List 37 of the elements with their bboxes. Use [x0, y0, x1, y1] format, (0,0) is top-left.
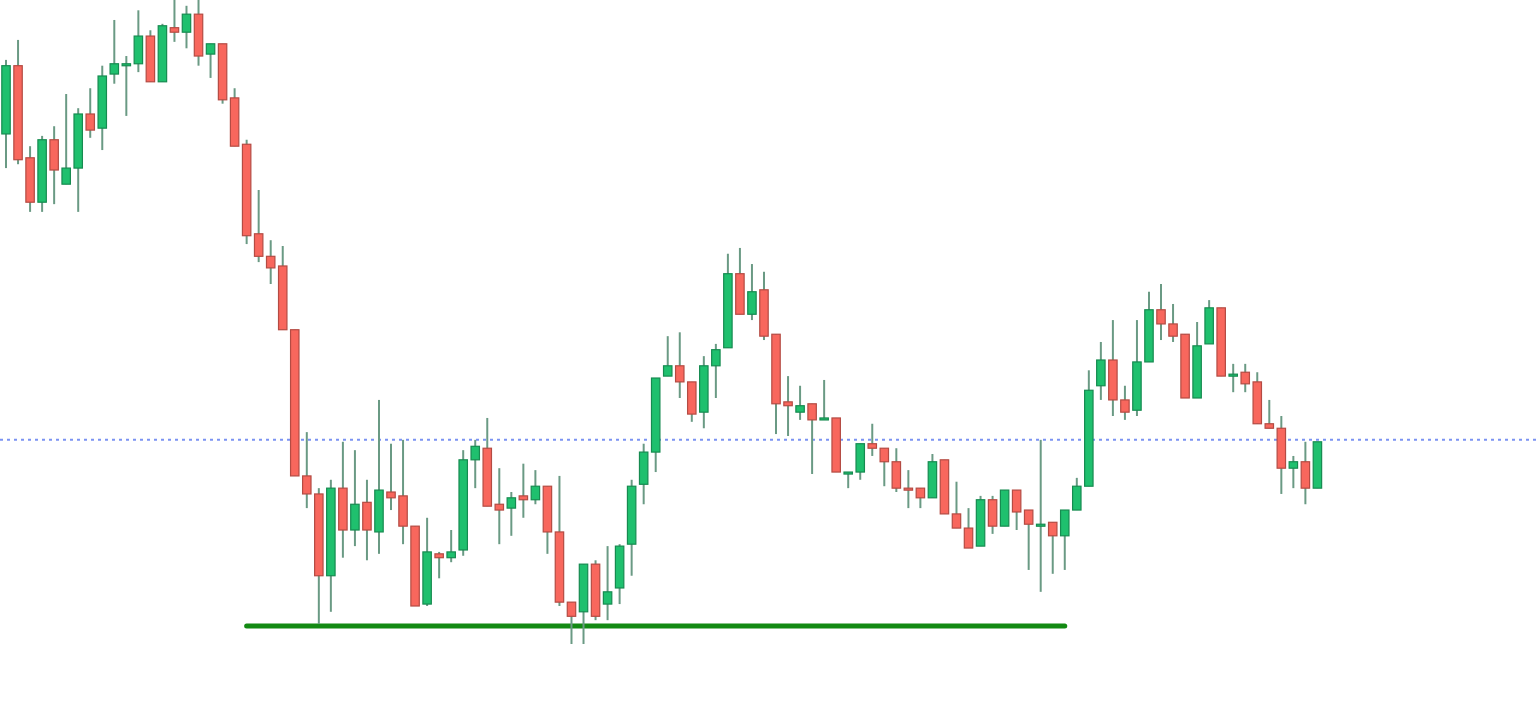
candlestick [578, 563, 589, 645]
candlestick [169, 0, 180, 43]
candlestick [145, 29, 156, 83]
candlestick [181, 4, 192, 50]
candlestick [1096, 340, 1106, 401]
candlestick [662, 335, 673, 378]
candlestick [374, 398, 384, 555]
candlestick [85, 87, 96, 139]
candlestick [1300, 440, 1311, 506]
candlestick [518, 462, 529, 519]
candlestick [49, 125, 59, 206]
candlestick [807, 402, 817, 475]
candlestick [1047, 521, 1058, 575]
candlestick [999, 489, 1010, 527]
candlestick [506, 491, 517, 537]
candlestick [975, 494, 986, 548]
candlestick [1035, 438, 1046, 593]
candlestick [362, 478, 372, 562]
candlestick [434, 550, 444, 580]
candlestick [1204, 299, 1214, 345]
candlestick [530, 469, 541, 506]
candlestick [1312, 441, 1323, 489]
candlestick [338, 440, 348, 559]
candlestick [1288, 454, 1299, 490]
candlestick [987, 494, 998, 535]
candlestick [446, 529, 456, 564]
candlestick [205, 42, 216, 79]
candlestick [350, 449, 360, 548]
candlestick [927, 453, 938, 499]
candlestick [795, 384, 805, 421]
candlestick [735, 246, 745, 316]
candlestick [747, 263, 757, 322]
candlestick [614, 543, 625, 606]
candlestick [1228, 362, 1239, 394]
candlestick [602, 545, 613, 622]
candlestick [193, 0, 204, 67]
candlestick [819, 378, 829, 421]
